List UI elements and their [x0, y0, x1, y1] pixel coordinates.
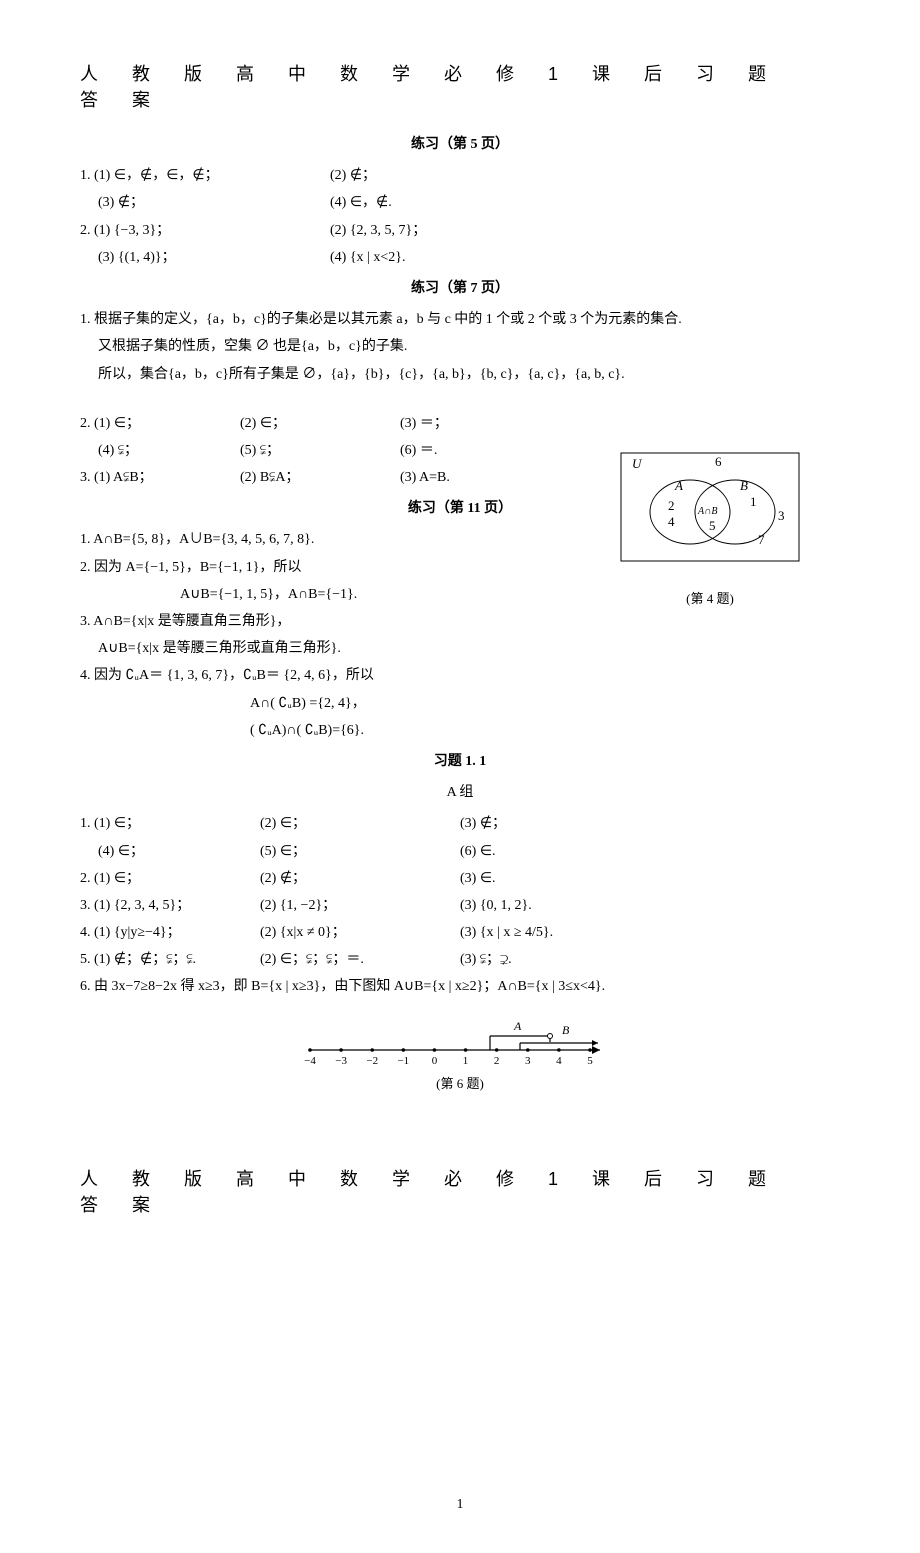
p7-2-5: (5) ⫋；	[240, 438, 400, 463]
venn-4: 4	[668, 514, 675, 529]
venn-svg: U A B A∩B 6 2 4 5 1 3 7	[620, 452, 800, 572]
p7-1b: 又根据子集的性质，空集 ∅ 也是{a，b，c}的子集.	[80, 334, 840, 359]
p7-1a: 1. 根据子集的定义，{a，b，c}的子集必是以其元素 a，b 与 c 中的 1…	[80, 307, 840, 332]
doc-title-top: 人教版高中数学必修1课后习题答案	[80, 60, 840, 112]
nl-tick-label: −1	[397, 1055, 409, 1067]
page: 人教版高中数学必修1课后习题答案 练习（第 5 页） 1. (1) ∈，∉，∈，…	[0, 0, 920, 1553]
a1-5: (5) ∈；	[260, 839, 460, 864]
venn-2: 2	[668, 498, 675, 513]
p7-3-1: 3. (1) A⫋B；	[80, 465, 240, 490]
p7-2-2: (2) ∈；	[240, 411, 400, 436]
p5-2-4: (4) {x | x<2}.	[330, 245, 405, 270]
p7-3-2: (2) B⫋A；	[240, 465, 400, 490]
a4-1: 4. (1) {y|y≥−4}；	[80, 920, 260, 945]
a2-1: 2. (1) ∈；	[80, 866, 260, 891]
nl-tick-label: 5	[587, 1055, 593, 1067]
venn-6: 6	[715, 454, 722, 469]
venn-B: B	[740, 478, 748, 493]
a5-2: (2) ∈；⫋；⫋；＝.	[260, 947, 460, 972]
p7-2-6: (6) ＝.	[400, 438, 437, 463]
p5-1-1: 1. (1) ∈，∉，∈，∉；	[80, 163, 330, 188]
p7-2-4: (4) ⫋；	[98, 438, 240, 463]
a3-2: (2) {1, −2}；	[260, 893, 460, 918]
p11-3b: A∪B={x|x 是等腰三角形或直角三角形}.	[80, 636, 840, 661]
p11-4c: ( ∁ᵤA)∩( ∁ᵤB)={6}.	[80, 718, 840, 743]
section-header-p5: 练习（第 5 页）	[80, 132, 840, 157]
section-subheader-a: A 组	[80, 780, 840, 805]
p11-4a: 4. 因为 ∁ᵤA＝ {1, 3, 6, 7}，∁ᵤB＝ {2, 4, 6}，所…	[80, 663, 840, 688]
a4-3: (3) {x | x ≥ 4/5}.	[460, 920, 553, 945]
venn-U: U	[632, 456, 643, 471]
numberline-svg: −4 −3 −2 −1 0 1 2 3 4 5 A B	[300, 1010, 620, 1070]
p5-1-2: (2) ∉；	[330, 163, 376, 188]
section-header-p7: 练习（第 7 页）	[80, 276, 840, 301]
a1-3: (3) ∉；	[460, 811, 506, 836]
a1-4: (4) ∈；	[98, 839, 260, 864]
venn-caption: (第 4 题)	[620, 587, 800, 610]
venn-7: 7	[758, 532, 765, 547]
a3-3: (3) {0, 1, 2}.	[460, 893, 532, 918]
nl-tick-label: −3	[335, 1055, 347, 1067]
venn-AintB: A∩B	[697, 506, 717, 517]
venn-3: 3	[778, 508, 785, 523]
a6: 6. 由 3x−7≥8−2x 得 x≥3，即 B={x | x≥3}，由下图知 …	[80, 974, 840, 999]
venn-A: A	[674, 478, 683, 493]
nl-tick-label: 4	[556, 1055, 562, 1067]
nl-tick-label: 3	[525, 1055, 531, 1067]
a4-2: (2) {x|x ≠ 0}；	[260, 920, 460, 945]
page-number: 1	[80, 1497, 840, 1513]
p5-2-1: 2. (1) {−3, 3}；	[80, 218, 330, 243]
nl-tick-label: 2	[494, 1055, 500, 1067]
p5-2-3: (3) {(1, 4)}；	[98, 245, 330, 270]
nl-A: A	[513, 1019, 522, 1033]
a1-1: 1. (1) ∈；	[80, 811, 260, 836]
nl-tick-label: 1	[463, 1055, 469, 1067]
a1-2: (2) ∈；	[260, 811, 460, 836]
venn-1: 1	[750, 494, 757, 509]
a5-1: 5. (1) ∉；∉；⫋；⫋.	[80, 947, 260, 972]
nl-B: B	[562, 1023, 570, 1037]
content-block: 练习（第 5 页） 1. (1) ∈，∉，∈，∉； (2) ∉； (3) ∉； …	[80, 132, 840, 1095]
p7-1c: 所以，集合{a，b，c}所有子集是 ∅，{a}，{b}，{c}，{a, b}，{…	[80, 362, 840, 387]
p7-2-3: (3) ＝；	[400, 411, 448, 436]
p5-1-3: (3) ∉；	[98, 190, 330, 215]
p7-2-1: 2. (1) ∈；	[80, 411, 240, 436]
a1-6: (6) ∈.	[460, 839, 496, 864]
p11-3a: 3. A∩B={x|x 是等腰直角三角形}，	[80, 609, 840, 634]
a5-3: (3) ⫋；⊋.	[460, 947, 512, 972]
venn-5: 5	[709, 518, 716, 533]
a2-2: (2) ∉；	[260, 866, 460, 891]
nl-tick-label: −4	[304, 1055, 316, 1067]
p7-3-3: (3) A=B.	[400, 465, 450, 490]
a3-1: 3. (1) {2, 3, 4, 5}；	[80, 893, 260, 918]
section-header-ex11: 习题 1. 1	[80, 749, 840, 774]
nl-tick-label: 0	[432, 1055, 438, 1067]
p5-2-2: (2) {2, 3, 5, 7}；	[330, 218, 426, 243]
p5-1-4: (4) ∈，∉.	[330, 190, 392, 215]
numberline-caption: (第 6 题)	[80, 1072, 840, 1095]
doc-title-bottom: 人教版高中数学必修1课后习题答案	[80, 1165, 840, 1217]
p11-4b: A∩( ∁ᵤB) ={2, 4}，	[80, 691, 840, 716]
a2-3: (3) ∈.	[460, 866, 496, 891]
venn-diagram: U A B A∩B 6 2 4 5 1 3 7 (第 4 题)	[620, 452, 800, 611]
nl-tick-label: −2	[366, 1055, 378, 1067]
